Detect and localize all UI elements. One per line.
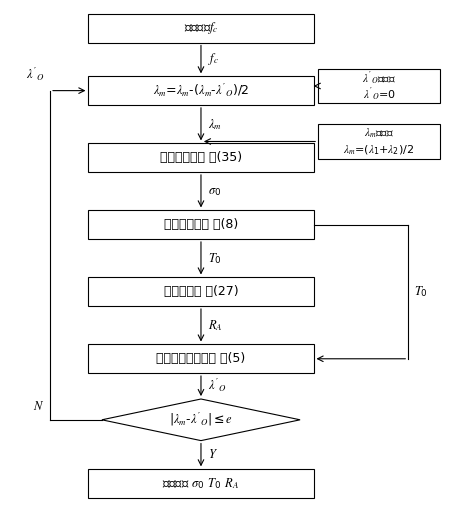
Text: 保存当前 $\sigma_0$ $T_0$ $R_A$: 保存当前 $\sigma_0$ $T_0$ $R_A$ xyxy=(162,476,239,491)
Text: $\lambda_m$=($\lambda_1$+$\lambda_2$)/2: $\lambda_m$=($\lambda_1$+$\lambda_2$)/2 xyxy=(343,143,414,156)
Text: $N$: $N$ xyxy=(33,400,45,413)
FancyBboxPatch shape xyxy=(318,69,439,103)
Text: $T_0$: $T_0$ xyxy=(207,251,221,266)
Text: 计算水平应力 式(35): 计算水平应力 式(35) xyxy=(160,151,242,164)
Text: $Y$: $Y$ xyxy=(207,448,217,461)
Text: $f_c$: $f_c$ xyxy=(207,51,218,68)
Text: $\lambda'_O$=0: $\lambda'_O$=0 xyxy=(362,86,394,103)
Text: $\lambda_m$=$\lambda_m$-($\lambda_m$-$\lambda'_O$)/2: $\lambda_m$=$\lambda_m$-($\lambda_m$-$\l… xyxy=(152,81,249,100)
Text: $T_0$: $T_0$ xyxy=(413,285,427,299)
FancyBboxPatch shape xyxy=(88,14,313,43)
FancyBboxPatch shape xyxy=(88,469,313,498)
Text: 计算支反力 式(27): 计算支反力 式(27) xyxy=(163,285,238,298)
Text: 计算水平投影长度 式(5): 计算水平投影长度 式(5) xyxy=(156,352,245,365)
Text: $|\lambda_m$-$\lambda'_O|\leq e$: $|\lambda_m$-$\lambda'_O|\leq e$ xyxy=(169,411,233,429)
FancyBboxPatch shape xyxy=(88,210,313,239)
Text: $\lambda_m$初始值: $\lambda_m$初始值 xyxy=(363,126,393,140)
Text: $\lambda_m$: $\lambda_m$ xyxy=(207,117,221,131)
Text: $R_A$: $R_A$ xyxy=(207,318,222,333)
Text: $\lambda'_O$: $\lambda'_O$ xyxy=(207,377,226,395)
Text: $\lambda'_O$: $\lambda'_O$ xyxy=(26,65,45,83)
FancyBboxPatch shape xyxy=(318,124,439,159)
Text: 计算水平张力 式(8): 计算水平张力 式(8) xyxy=(163,218,238,231)
FancyBboxPatch shape xyxy=(88,344,313,373)
Polygon shape xyxy=(101,399,299,440)
Text: 当前弧垂$f_c$: 当前弧垂$f_c$ xyxy=(183,20,218,36)
FancyBboxPatch shape xyxy=(88,143,313,172)
FancyBboxPatch shape xyxy=(88,277,313,306)
Text: $\lambda'_O$初始值: $\lambda'_O$初始值 xyxy=(361,69,395,87)
FancyBboxPatch shape xyxy=(88,76,313,105)
Text: $\sigma_0$: $\sigma_0$ xyxy=(207,185,221,197)
